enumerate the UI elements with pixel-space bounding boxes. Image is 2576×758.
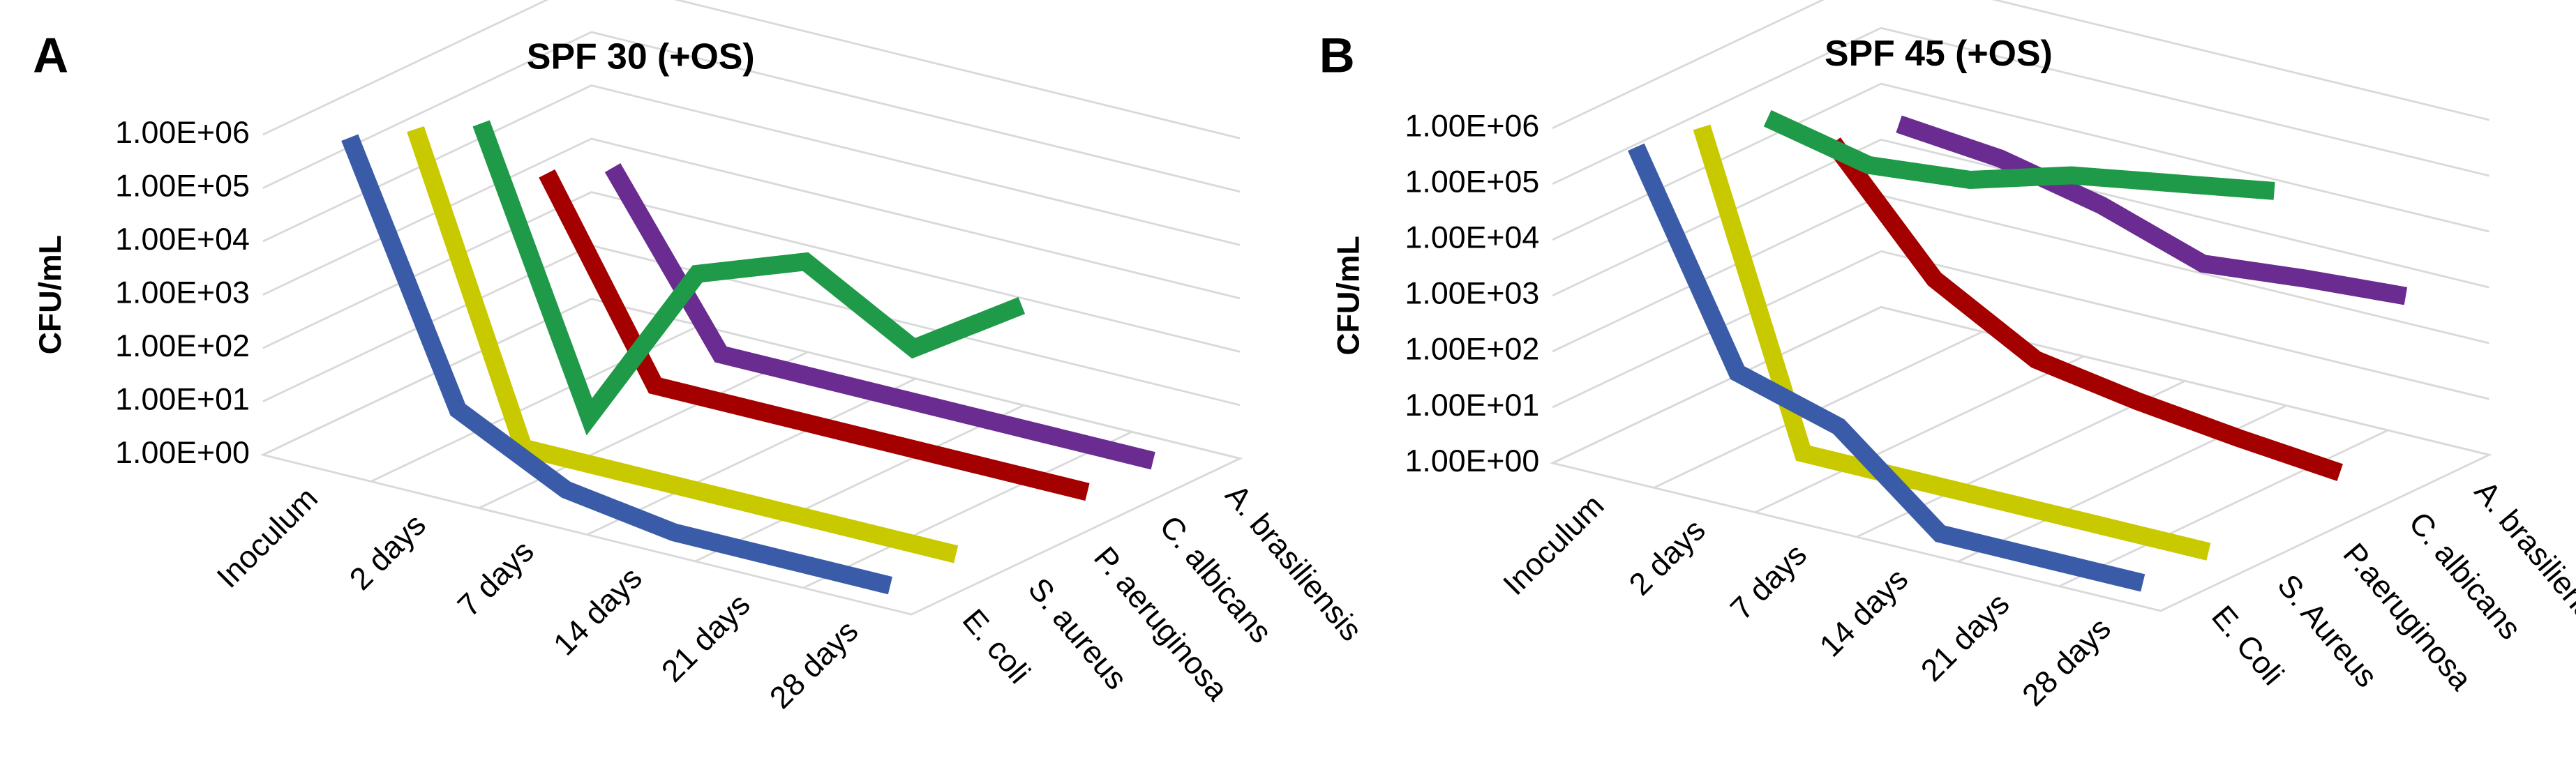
grid-line — [262, 0, 1241, 139]
y-axis-title: CFU/mL — [1331, 236, 1365, 355]
chart-panel: 1.00E+00 1.00E+01 1.00E+02 1.00E+03 1.00E+04… — [33, 0, 1368, 715]
x-tick-label: 28 days — [763, 614, 864, 715]
series-line — [604, 162, 1155, 470]
series-line — [1763, 109, 2275, 200]
y-axis-title: CFU/mL — [33, 235, 68, 354]
series-line — [1628, 143, 2146, 592]
y-tick-label: 1.00E+02 — [1405, 333, 1540, 367]
series-line — [539, 169, 1090, 501]
y-tick-label: 1.00E+05 — [1405, 165, 1540, 199]
grid-line — [1552, 26, 2490, 185]
y-tick-label: 1.00E+04 — [1405, 221, 1540, 255]
x-tick-label: 7 days — [451, 534, 541, 623]
y-tick-label: 1.00E+02 — [115, 329, 250, 363]
x-tick-label: 21 days — [655, 587, 756, 688]
x-tick-label: 21 days — [1915, 586, 2016, 688]
panel-label: B — [1319, 27, 1355, 82]
y-tick-label: 1.00E+06 — [115, 116, 250, 150]
floor-line — [694, 404, 1024, 563]
series-line — [472, 120, 1026, 436]
series-line — [1825, 137, 2343, 481]
grid-line — [1552, 138, 2490, 297]
floor-line — [2058, 429, 2389, 587]
floor-line — [802, 431, 1132, 589]
grid-line — [1552, 250, 2490, 409]
panel-label: A — [33, 27, 68, 82]
grid-line — [1552, 305, 2490, 464]
y-tick-label: 1.00E+03 — [115, 276, 250, 310]
x-tick-label: Inoculum — [211, 481, 324, 595]
y-tick-label: 1.00E+00 — [1405, 444, 1540, 478]
y-tick-label: 1.00E+04 — [115, 222, 250, 257]
chart-title: SPF 45 (+OS) — [1825, 33, 2053, 73]
x-tick-label: 14 days — [1813, 562, 1915, 663]
y-tick-label: 1.00E+01 — [115, 383, 250, 417]
grid-line — [262, 298, 1241, 460]
series-line — [1693, 124, 2211, 561]
series-line — [1896, 115, 2408, 305]
series-line — [341, 134, 893, 595]
series-label: E. coli — [956, 603, 1037, 690]
series-label: E. Coli — [2205, 600, 2290, 692]
grid-line — [262, 84, 1241, 246]
grid-line — [262, 31, 1241, 193]
grid-line — [1552, 0, 2490, 129]
grid-line — [262, 191, 1241, 353]
y-tick-label: 1.00E+03 — [1405, 277, 1540, 311]
x-tick-label: 2 days — [343, 508, 433, 597]
x-tick-label: 7 days — [1724, 538, 1813, 627]
floor-line — [586, 377, 917, 536]
series-line — [407, 126, 959, 563]
y-tick-label: 1.00E+00 — [115, 436, 250, 470]
y-tick-label: 1.00E+01 — [1405, 388, 1540, 423]
x-tick-label: Inoculum — [1497, 488, 1610, 602]
y-tick-label: 1.00E+05 — [115, 169, 250, 203]
chart-title: SPF 30 (+OS) — [527, 36, 755, 77]
x-tick-label: 28 days — [2016, 612, 2117, 713]
floor-line — [478, 351, 809, 509]
grid-line — [262, 137, 1241, 300]
y-tick-label: 1.00E+06 — [1405, 109, 1540, 144]
chart-panel: 1.00E+00 1.00E+01 1.00E+02 1.00E+03 1.00E+04… — [1319, 0, 2576, 713]
x-tick-label: 2 days — [1623, 513, 1712, 602]
x-tick-label: 14 days — [547, 561, 648, 662]
floor-line — [1755, 355, 2085, 513]
